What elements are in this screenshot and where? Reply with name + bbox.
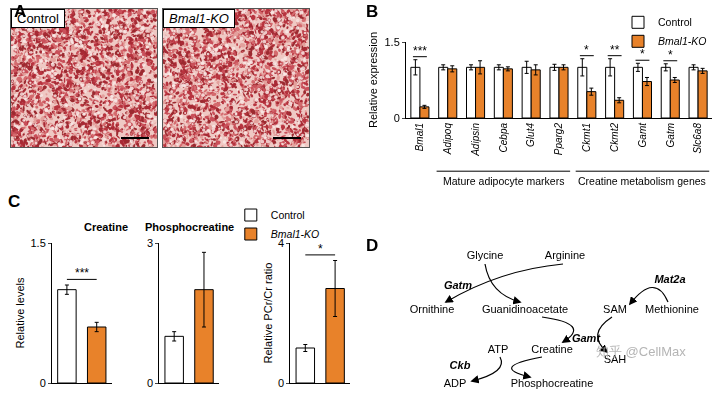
svg-text:0: 0 bbox=[278, 377, 284, 389]
svg-text:1.5: 1.5 bbox=[385, 36, 400, 48]
svg-text:***: *** bbox=[75, 266, 89, 280]
html-text:Control: Control bbox=[17, 11, 59, 26]
svg-text:Creatine metabolism genes: Creatine metabolism genes bbox=[578, 175, 706, 187]
svg-text:Ckmt2: Ckmt2 bbox=[609, 123, 620, 152]
svg-text:Gatm: Gatm bbox=[444, 279, 472, 291]
svg-text:*: * bbox=[584, 43, 589, 57]
svg-text:Relative levels: Relative levels bbox=[14, 277, 26, 348]
svg-text:Gamt: Gamt bbox=[637, 122, 648, 148]
svg-text:Gamt: Gamt bbox=[572, 332, 601, 344]
svg-text:*: * bbox=[318, 242, 323, 256]
html-text:知乎 @CellMax: 知乎 @CellMax bbox=[596, 344, 686, 359]
svg-text:1.5: 1.5 bbox=[31, 237, 46, 249]
svg-text:**: ** bbox=[610, 43, 620, 57]
svg-text:Slc6a8: Slc6a8 bbox=[692, 123, 703, 154]
svg-text:ATP: ATP bbox=[488, 343, 509, 355]
svg-text:Adipoq: Adipoq bbox=[442, 123, 453, 156]
svg-text:*: * bbox=[668, 48, 673, 62]
svg-text:Creatine: Creatine bbox=[531, 343, 573, 355]
svg-text:Control: Control bbox=[271, 209, 305, 221]
svg-text:3: 3 bbox=[147, 237, 153, 249]
svg-text:Cebpa: Cebpa bbox=[498, 123, 509, 153]
svg-text:Glut4: Glut4 bbox=[525, 123, 536, 147]
svg-text:Creatine: Creatine bbox=[84, 221, 128, 233]
svg-text:Arginine: Arginine bbox=[545, 249, 585, 261]
svg-text:***: *** bbox=[413, 44, 427, 58]
svg-text:Bmal1: Bmal1 bbox=[414, 123, 425, 151]
svg-text:*: * bbox=[640, 47, 645, 61]
svg-text:Phosphocreatine: Phosphocreatine bbox=[145, 221, 234, 233]
svg-text:Guanidinoacetate: Guanidinoacetate bbox=[482, 303, 568, 315]
html-text:D: D bbox=[366, 236, 379, 255]
svg-text:Bmal1-KO: Bmal1-KO bbox=[271, 228, 319, 240]
svg-text:Pparg2: Pparg2 bbox=[553, 123, 564, 156]
svg-text:Mat2a: Mat2a bbox=[654, 273, 685, 285]
svg-text:0: 0 bbox=[40, 377, 46, 389]
svg-text:ADP: ADP bbox=[444, 377, 467, 389]
svg-text:4: 4 bbox=[278, 236, 285, 249]
svg-text:Ckb: Ckb bbox=[450, 359, 471, 371]
html-text:A: A bbox=[14, 2, 27, 21]
html-text:Bmal1-KO: Bmal1-KO bbox=[169, 11, 229, 26]
svg-text:Phosphocreatine: Phosphocreatine bbox=[511, 377, 594, 389]
svg-text:Relative expression: Relative expression bbox=[367, 32, 379, 128]
svg-text:Relative PCr/Cr ratio: Relative PCr/Cr ratio bbox=[262, 263, 274, 364]
html-text:B: B bbox=[366, 2, 379, 21]
svg-text:Adipsin: Adipsin bbox=[470, 123, 481, 157]
svg-text:Ornithine: Ornithine bbox=[410, 303, 455, 315]
svg-text:Bmal1-KO: Bmal1-KO bbox=[658, 35, 706, 47]
svg-text:Mature adipocyte markers: Mature adipocyte markers bbox=[443, 175, 564, 187]
svg-text:Methionine: Methionine bbox=[645, 303, 699, 315]
svg-text:Glycine: Glycine bbox=[467, 249, 504, 261]
svg-text:SAM: SAM bbox=[603, 303, 627, 315]
svg-text:Gatm: Gatm bbox=[665, 123, 676, 147]
svg-text:0: 0 bbox=[147, 377, 153, 389]
svg-text:Control: Control bbox=[658, 16, 692, 28]
html-text:C: C bbox=[8, 192, 21, 211]
svg-text:0: 0 bbox=[394, 112, 400, 124]
svg-text:Ckmt1: Ckmt1 bbox=[581, 123, 592, 152]
